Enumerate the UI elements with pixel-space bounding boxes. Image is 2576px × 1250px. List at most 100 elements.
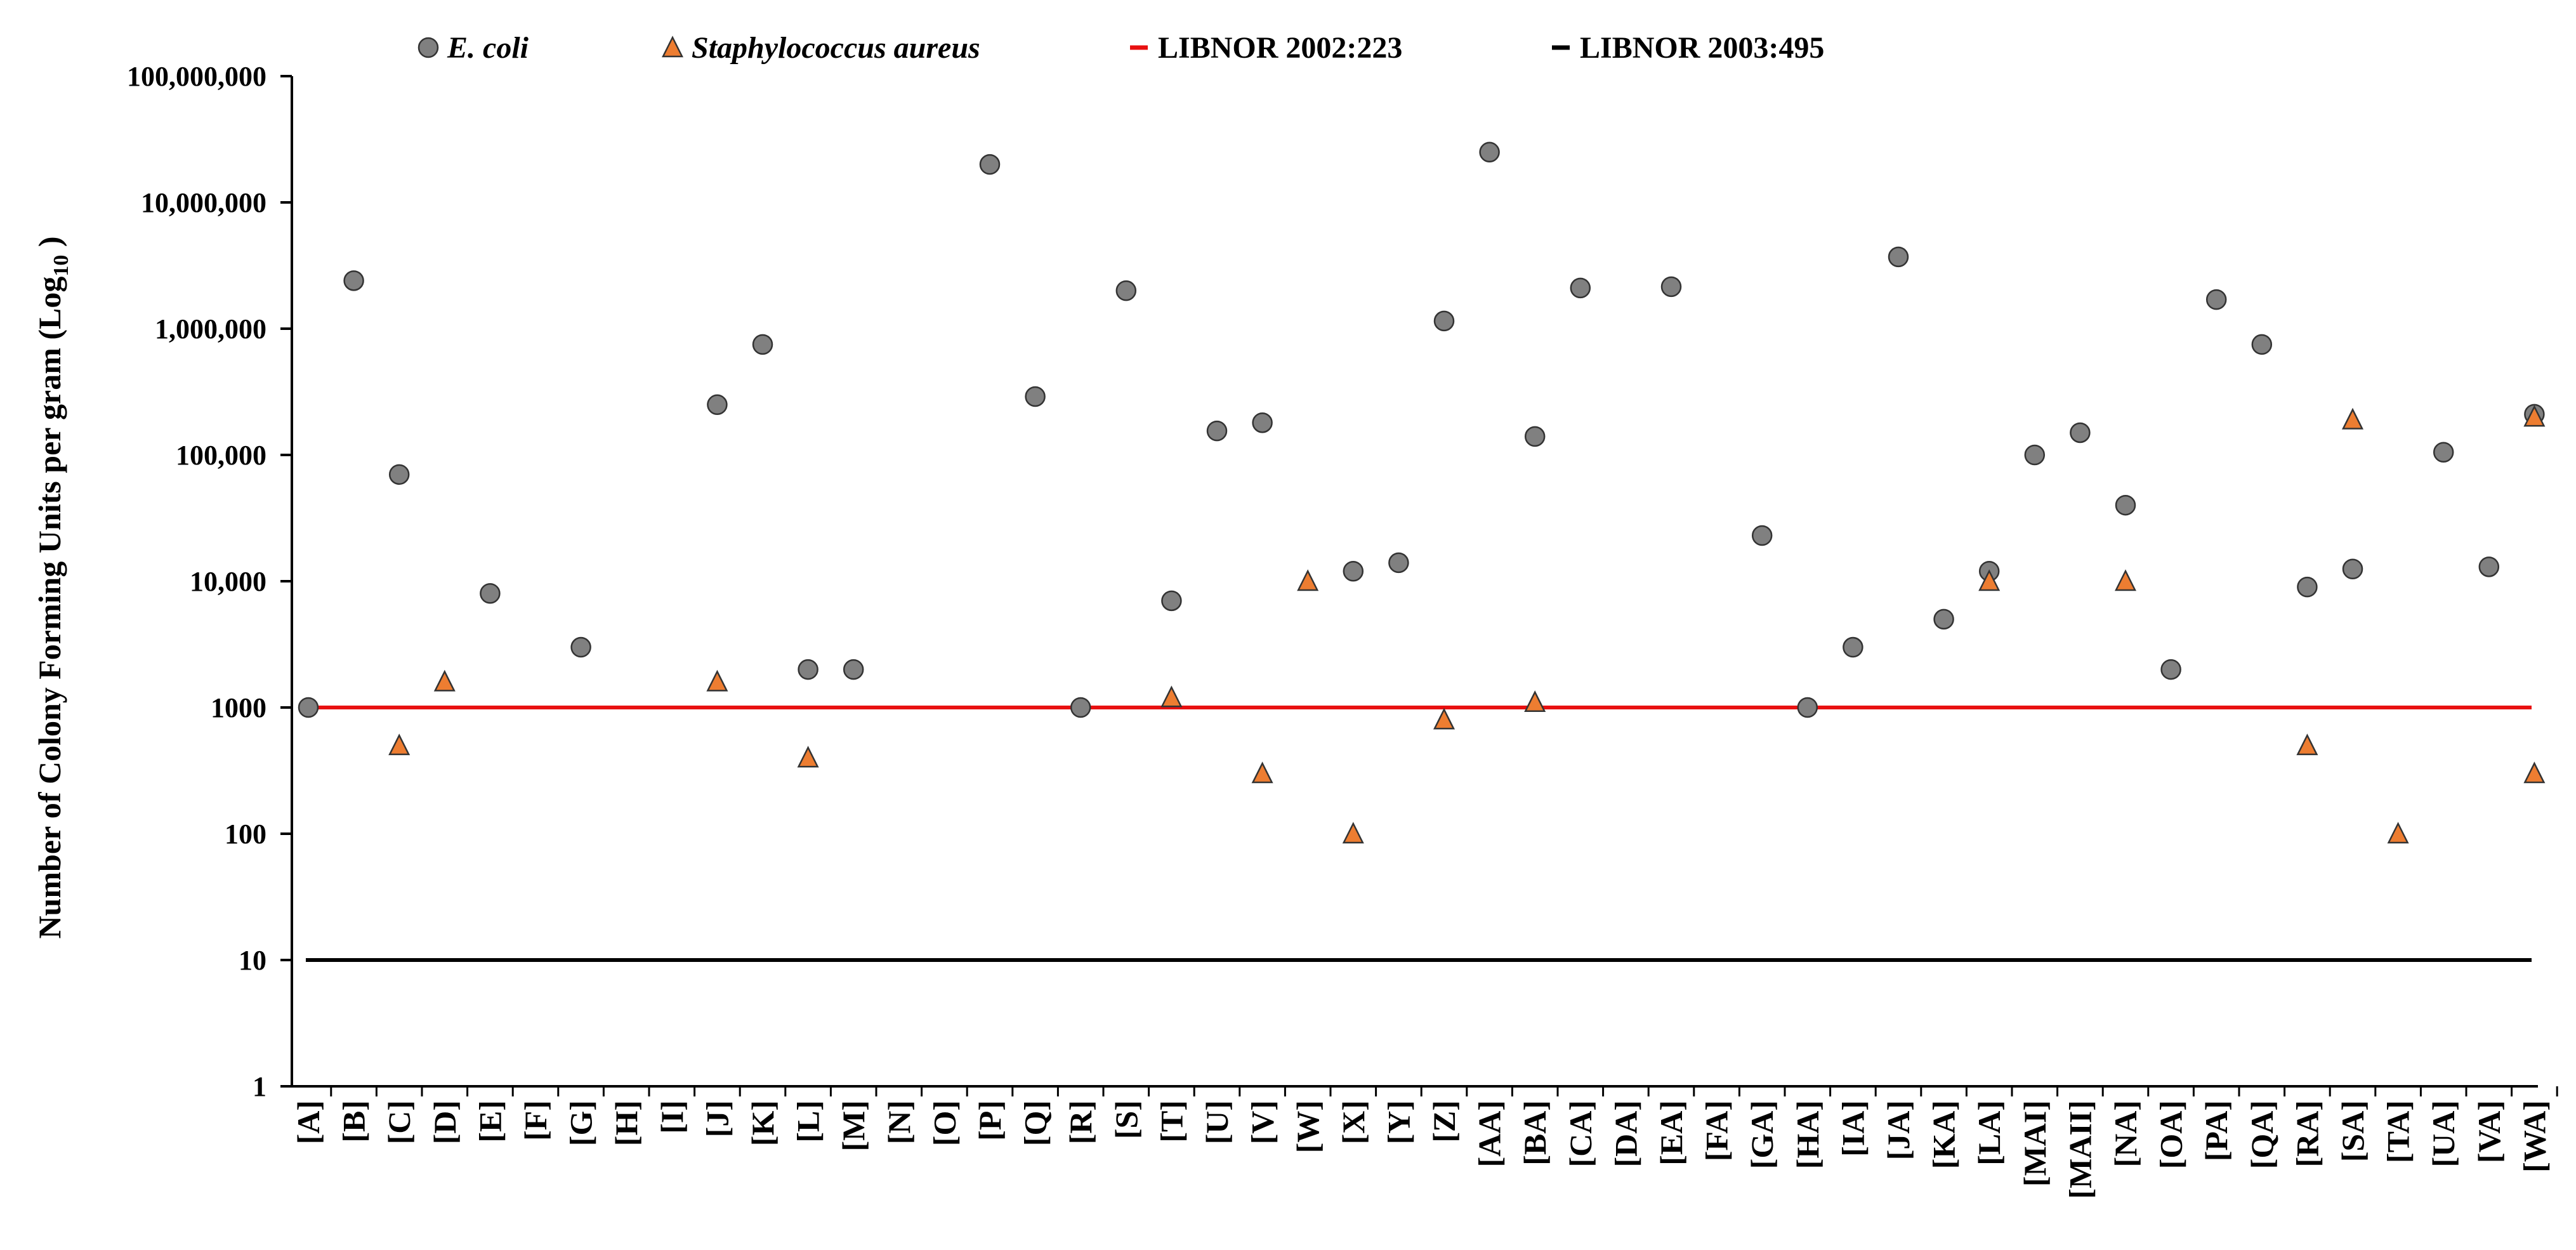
x-tick-label: [P]	[972, 1100, 1008, 1141]
legend: E. coli Staphylococcus aureus LIBNOR 2002:…	[417, 31, 1824, 65]
x-tick-label: [S]	[1108, 1100, 1144, 1139]
x-tick-label: [Y]	[1381, 1100, 1416, 1144]
ecoli-point	[2024, 444, 2046, 466]
ecoli-point	[1933, 609, 1954, 630]
x-tick-label: [DA]	[1608, 1100, 1643, 1168]
ecoli-point	[752, 334, 773, 355]
x-tick-label: [Q]	[1018, 1100, 1053, 1146]
saureus-point	[1524, 690, 1546, 713]
ecoli-point	[1388, 552, 1409, 574]
saureus-point	[2341, 407, 2364, 430]
saureus-point	[433, 669, 456, 692]
ecoli-point	[1570, 277, 1591, 299]
x-tick-label: [N]	[881, 1100, 917, 1144]
ecoli-point	[1252, 412, 1273, 433]
y-tick-label: 10	[239, 945, 266, 976]
ecoli-point	[2297, 576, 2318, 598]
x-tick-label: [V]	[1245, 1100, 1280, 1144]
saureus-point	[2523, 761, 2546, 784]
saureus-point	[388, 734, 411, 756]
ecoli-point	[2342, 558, 2363, 579]
ecoli-point	[979, 154, 1001, 175]
x-tick-label: [PA]	[2198, 1100, 2234, 1161]
x-tick-label: [U]	[1199, 1100, 1235, 1144]
y-tick-label: 10,000	[190, 566, 266, 597]
ecoli-point	[480, 583, 501, 604]
ecoli-point	[1433, 310, 1455, 332]
saureus-point	[2523, 405, 2546, 427]
x-tick-label: [EA]	[1653, 1100, 1689, 1166]
y-axis-title: Number of Colony Forming Units per gram …	[32, 236, 73, 938]
x-tick-label: [L]	[791, 1100, 826, 1143]
ecoli-point	[2251, 334, 2273, 355]
ecoli-point	[1115, 280, 1137, 301]
x-tick-label: [MAI]	[2017, 1100, 2053, 1187]
legend-item: E. coli	[417, 31, 529, 65]
ecoli-point	[1524, 426, 1546, 447]
x-axis: [A] [B] [C] [D] [E] [F] [G] [H] [I] [J] [K] [L] [M] […	[291, 1085, 2558, 1199]
x-tick-label: [O]	[926, 1100, 962, 1146]
x-tick-label: [FA]	[1699, 1100, 1735, 1161]
x-tick-label: [H]	[608, 1100, 644, 1146]
ecoli-point	[1161, 590, 1182, 612]
x-tick-label: [Z]	[1426, 1100, 1462, 1143]
x-tick-label: [X]	[1336, 1100, 1371, 1144]
x-tick-label: [LA]	[1971, 1100, 2007, 1166]
ecoli-point	[1206, 420, 1228, 442]
x-tick-label: [GA]	[1744, 1100, 1780, 1169]
y-axis-title-end: )	[32, 236, 67, 254]
y-tick-label: 1000	[211, 692, 266, 723]
x-tick-label: [W]	[1290, 1100, 1325, 1153]
ecoli-point	[1888, 246, 1909, 268]
ecoli-point	[2070, 422, 2091, 444]
ecoli-point	[1843, 636, 1863, 658]
legend-label: LIBNOR 2003:495	[1580, 31, 1824, 65]
ecoli-point	[2433, 442, 2454, 463]
x-tick-label: [C]	[381, 1100, 417, 1144]
y-tick-label: 100	[225, 819, 266, 850]
y-tick-label: 1,000,000	[155, 313, 266, 345]
saureus-point	[1251, 761, 1273, 784]
saureus-point	[1297, 569, 1319, 591]
ecoli-point	[707, 394, 728, 416]
ecoli-point	[1025, 386, 1046, 407]
x-tick-label: [M]	[836, 1100, 871, 1152]
ecoli-point	[1479, 141, 1500, 163]
saureus-point	[1160, 685, 1183, 707]
x-tick-label: [RA]	[2289, 1100, 2325, 1168]
x-tick-label: [IA]	[1835, 1100, 1870, 1157]
x-tick-label: [R]	[1063, 1100, 1098, 1144]
saureus-point	[1433, 707, 1456, 730]
x-tick-label: [MAII]	[2062, 1100, 2098, 1199]
x-tick-label: [D]	[427, 1100, 463, 1144]
data-points	[298, 141, 2546, 844]
x-tick-label: [SA]	[2335, 1100, 2370, 1162]
ecoli-point	[1751, 525, 1773, 546]
x-tick-label: [A]	[291, 1100, 326, 1144]
ecoli-point	[843, 659, 864, 680]
x-tick-label: [J]	[699, 1100, 735, 1137]
ecoli-point	[298, 697, 319, 718]
legend-label: LIBNOR 2002:223	[1158, 31, 1402, 65]
ecoli-point	[1070, 697, 1091, 718]
ecoli-point	[1797, 697, 1818, 718]
saureus-point	[2296, 734, 2318, 756]
legend-item: LIBNOR 2003:495	[1552, 31, 1824, 65]
x-tick-label: [B]	[336, 1100, 372, 1143]
saureus-point	[706, 669, 728, 692]
x-tick-label: [E]	[472, 1100, 508, 1143]
x-tick-label: [QA]	[2244, 1100, 2280, 1169]
ecoli-point	[1660, 276, 1682, 298]
x-tick-label: [BA]	[1517, 1100, 1553, 1166]
reference-lines	[306, 706, 2532, 962]
y-axis-title-subscript: 10	[49, 255, 73, 277]
x-tick-label: [NA]	[2108, 1100, 2143, 1168]
ecoli-point	[388, 464, 410, 485]
x-tick-label: [TA]	[2381, 1100, 2416, 1163]
x-tick-label: [AA]	[1472, 1100, 1508, 1168]
ecoli-point	[570, 636, 591, 658]
legend-label: E. coli	[447, 31, 529, 65]
saureus-point	[2114, 569, 2137, 591]
ecoli-point	[2115, 494, 2136, 516]
